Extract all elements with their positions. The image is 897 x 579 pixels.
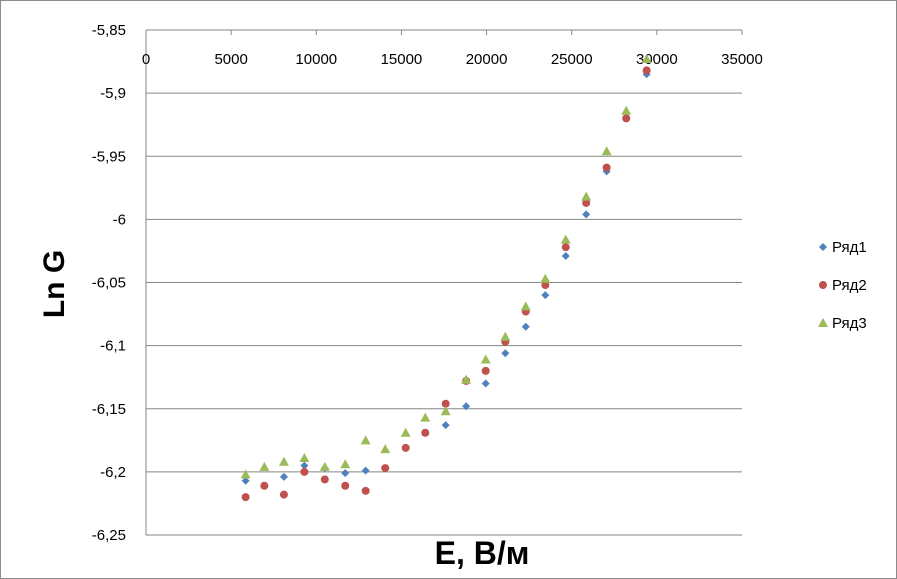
- y-tick-label: -6,1: [100, 338, 126, 355]
- y-tick-label: -5,95: [92, 148, 126, 165]
- data-point-series-2: [541, 281, 550, 290]
- data-point-series-1: [300, 461, 309, 470]
- x-tick-label: 30000: [636, 51, 678, 68]
- x-tick-label: 5000: [214, 51, 247, 68]
- legend-marker-series-2: [819, 281, 827, 289]
- data-point-series-3: [420, 412, 431, 422]
- data-point-series-2: [260, 481, 269, 490]
- legend: Ряд1 Ряд2 Ряд3: [818, 239, 867, 332]
- legend-label-series-3: Ряд3: [832, 315, 867, 332]
- data-point-series-1: [582, 210, 591, 219]
- data-point-series-2: [300, 467, 309, 476]
- data-point-series-3: [540, 273, 551, 283]
- x-tick-label: 0: [142, 51, 150, 68]
- data-point-series-3: [641, 54, 652, 64]
- y-tick-label: -6,05: [92, 275, 126, 292]
- x-tick-label: 35000: [721, 51, 763, 68]
- legend-marker-series-1: [819, 243, 827, 251]
- data-point-series-1: [279, 472, 288, 481]
- data-point-series-2: [341, 481, 350, 490]
- x-tick-label: 20000: [466, 51, 508, 68]
- data-point-series-3: [560, 234, 571, 244]
- data-points: [240, 54, 652, 502]
- data-point-series-3: [500, 331, 511, 341]
- data-point-series-3: [380, 444, 391, 454]
- data-point-series-3: [480, 354, 491, 364]
- data-point-series-2: [320, 475, 329, 484]
- data-point-series-1: [341, 469, 350, 478]
- data-point-series-3: [240, 469, 251, 479]
- data-point-series-3: [520, 301, 531, 311]
- x-tick-label: 15000: [381, 51, 423, 68]
- data-point-series-3: [581, 191, 592, 201]
- data-point-series-3: [299, 452, 310, 462]
- data-point-series-2: [561, 243, 570, 252]
- data-point-series-3: [461, 374, 472, 384]
- legend-label-series-1: Ряд1: [832, 239, 867, 256]
- data-point-series-1: [521, 322, 530, 331]
- data-point-series-3: [360, 435, 371, 445]
- data-point-series-2: [279, 490, 288, 499]
- data-point-series-1: [541, 291, 550, 300]
- data-point-series-2: [622, 114, 631, 123]
- data-point-series-1: [561, 251, 570, 260]
- data-point-series-1: [481, 379, 490, 388]
- data-point-series-2: [602, 163, 611, 172]
- y-tick-label: -6: [113, 211, 126, 228]
- tick-labels: -5,85 -5,9 -5,95 -6 -6,05 -6,1 -6,15 -6,2 -6,25 0…: [92, 22, 763, 544]
- y-axis-label: Ln G: [38, 250, 71, 318]
- data-point-series-2: [421, 428, 430, 437]
- data-point-series-2: [441, 399, 450, 408]
- data-point-series-1: [501, 349, 510, 358]
- data-point-series-2: [361, 486, 370, 495]
- x-axis-label: E, В/м: [435, 535, 530, 571]
- data-point-series-3: [319, 461, 330, 471]
- axes: [145, 29, 743, 535]
- data-point-series-2: [642, 66, 651, 75]
- data-point-series-1: [241, 476, 250, 485]
- data-point-series-2: [401, 443, 410, 452]
- data-point-series-3: [621, 105, 632, 115]
- data-point-series-3: [259, 461, 270, 471]
- data-point-series-2: [381, 464, 390, 473]
- data-point-series-1: [361, 466, 370, 475]
- data-point-series-1: [441, 421, 450, 430]
- y-tick-label: -6,2: [100, 464, 126, 481]
- data-point-series-3: [440, 406, 451, 416]
- x-tick-label: 10000: [295, 51, 337, 68]
- data-point-series-3: [601, 146, 612, 156]
- data-point-series-3: [400, 427, 411, 437]
- legend-label-series-2: Ряд2: [832, 277, 867, 294]
- data-point-series-2: [582, 198, 591, 207]
- legend-marker-series-3: [818, 318, 828, 327]
- y-tick-label: -5,9: [100, 85, 126, 102]
- y-tick-label: -6,25: [92, 527, 126, 544]
- data-point-series-2: [481, 366, 490, 375]
- data-point-series-3: [278, 456, 289, 466]
- y-tick-label: -6,15: [92, 401, 126, 418]
- x-tick-label: 25000: [551, 51, 593, 68]
- data-point-series-2: [241, 493, 250, 502]
- data-point-series-1: [462, 402, 471, 411]
- data-point-series-3: [340, 459, 351, 469]
- y-tick-label: -5,85: [92, 22, 126, 39]
- gridlines: [146, 92, 742, 536]
